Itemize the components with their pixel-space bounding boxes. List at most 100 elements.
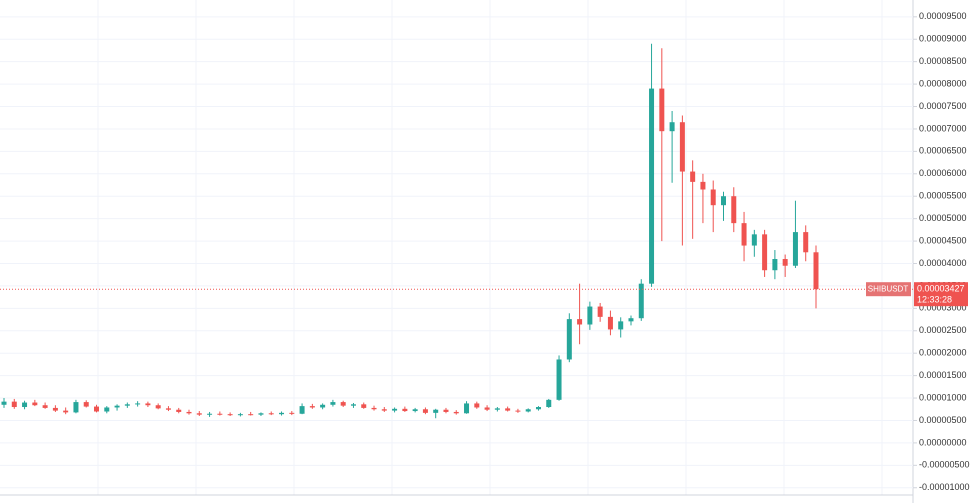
candle-body <box>762 234 768 271</box>
candle-body <box>11 401 17 408</box>
candle-body <box>227 414 233 416</box>
candle-body <box>433 409 439 413</box>
candle-body <box>361 404 367 408</box>
y-tick-label: 0.00007000 <box>919 123 967 133</box>
candle-body <box>124 404 130 406</box>
y-tick-label: 0.00002000 <box>919 348 967 358</box>
candle-body <box>525 409 531 412</box>
candle-body <box>618 321 624 330</box>
y-tick-label: 0.00001000 <box>919 392 967 402</box>
candle-body <box>649 88 655 284</box>
candle-body <box>607 316 613 330</box>
candle-body <box>83 402 89 407</box>
candle-body <box>412 409 418 412</box>
candle-body <box>320 404 326 408</box>
candle-body <box>330 402 336 405</box>
price-label: 0.00003427 <box>917 284 965 294</box>
candle-body <box>464 403 470 414</box>
candle-body <box>217 413 223 415</box>
symbol-label: SHIBUSDT <box>868 284 909 293</box>
candle-body <box>731 196 737 224</box>
candle-body <box>792 232 798 266</box>
candle-body <box>104 407 110 412</box>
candle-body <box>782 259 788 266</box>
candle-body <box>207 413 213 415</box>
y-tick-label: 0.00007500 <box>919 101 967 111</box>
price-tag <box>914 282 968 307</box>
y-tick-label: 0.00005500 <box>919 191 967 201</box>
symbol-tag <box>866 282 911 297</box>
candle-body <box>710 189 716 206</box>
candle-body <box>577 319 583 325</box>
candle-body <box>340 402 346 406</box>
y-tick-label: 0.00004000 <box>919 258 967 268</box>
candle-body <box>63 410 69 413</box>
candle-body <box>371 407 377 410</box>
candle-body <box>402 408 408 412</box>
candle-body <box>679 122 685 172</box>
candle-body <box>690 171 696 182</box>
candle-body <box>597 306 603 317</box>
time-grid <box>97 0 883 495</box>
candle-body <box>505 408 511 411</box>
candle-body <box>587 306 593 325</box>
candle-body <box>237 414 243 416</box>
candle-body <box>443 409 449 412</box>
candle-body <box>350 404 356 406</box>
candle-body <box>392 408 398 411</box>
y-tick-label: 0.00006000 <box>919 168 967 178</box>
candle-body <box>52 407 58 411</box>
candle-body <box>42 405 48 408</box>
candle-body <box>309 406 315 408</box>
time-label: 12:33:28 <box>917 295 952 305</box>
candle-body <box>494 408 500 410</box>
candle-body <box>535 407 541 410</box>
candle-body <box>720 196 726 206</box>
y-tick-label: 0.00002500 <box>919 325 967 335</box>
candle-body <box>176 409 182 412</box>
candle-body <box>22 402 28 408</box>
candle-body <box>186 411 192 414</box>
y-tick-label: 0.00003000 <box>919 303 967 313</box>
candle-body <box>422 409 428 413</box>
candle-body <box>556 359 562 400</box>
candle-body <box>546 399 552 408</box>
candle-body <box>741 223 747 246</box>
candle-body <box>381 409 387 411</box>
y-tick-label: 0.00009000 <box>919 34 967 44</box>
y-tick-label: 0.00008500 <box>919 56 967 66</box>
candle-body <box>32 402 38 406</box>
candle-body <box>659 88 665 132</box>
candle-body <box>155 405 161 409</box>
candle-body <box>669 122 675 132</box>
candle-body <box>289 412 295 414</box>
candle-body <box>638 283 644 319</box>
candle-body <box>751 234 757 246</box>
y-tick-label: -0.00000500 <box>919 460 970 470</box>
candle-body <box>566 319 572 360</box>
candle-body <box>803 232 809 253</box>
candle-body <box>628 318 634 322</box>
candle-body <box>248 414 254 416</box>
candle-body <box>772 259 778 271</box>
y-tick-label: 0.00000500 <box>919 415 967 425</box>
y-tick-label: 0.00006500 <box>919 146 967 156</box>
candle-body <box>165 408 171 410</box>
candle-body <box>73 402 79 413</box>
candle-body <box>474 403 480 408</box>
y-tick-label: 0.00009500 <box>919 11 967 21</box>
candle-body <box>145 403 151 406</box>
y-tick-label: 0.00001500 <box>919 370 967 380</box>
y-tick-label: 0.00005000 <box>919 213 967 223</box>
candle-body <box>114 405 120 408</box>
candle-body <box>453 411 459 414</box>
y-tick-label: 0.00004500 <box>919 235 967 245</box>
y-tick-label: -0.00001000 <box>919 482 970 492</box>
candle-body <box>94 406 100 412</box>
candle-body <box>196 413 202 415</box>
y-tick-label: 0.00008000 <box>919 78 967 88</box>
candle-body <box>515 410 521 412</box>
